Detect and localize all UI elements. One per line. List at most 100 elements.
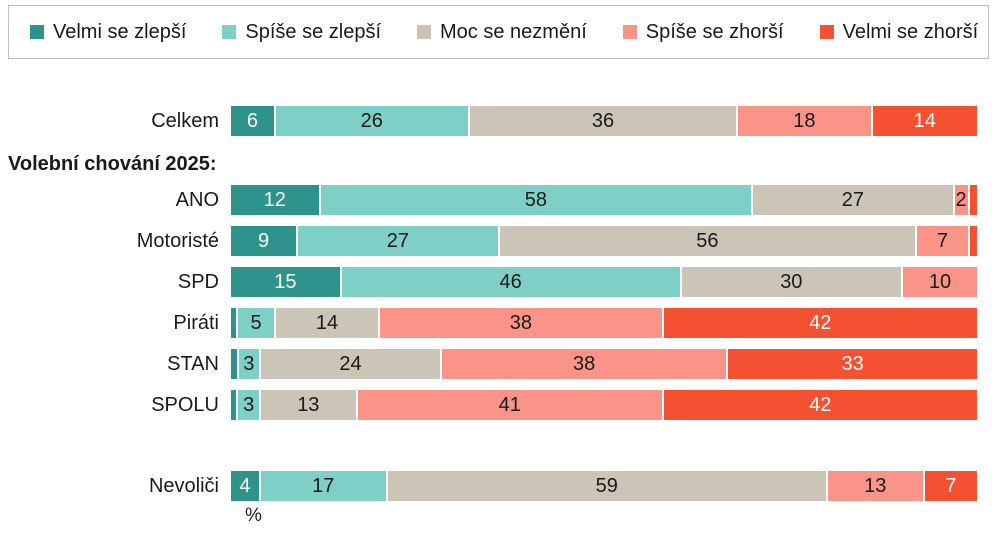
row-label: Piráti [173,311,219,334]
bar-segment: 3 [238,349,262,379]
bar-segment: 13 [827,471,925,501]
bar-segment: 42 [663,390,977,420]
bar-segment-value: 3 [243,393,255,416]
chart-row: ANO 12 58 27 2 [0,185,999,215]
legend-swatch-icon [819,25,834,39]
bar-segment: 5 [238,308,276,338]
legend-swatch-icon [622,25,637,39]
bar-segment-value: 36 [591,109,615,132]
bar-segment: 13 [260,390,358,420]
section-header-label: Volební chování 2025: [8,152,217,175]
section-header: Volební chování 2025: [0,149,999,179]
bar-segment [231,308,239,338]
bar-segment-value: 24 [339,352,362,375]
legend-item: Spíše se zlepší [222,21,381,44]
bar-segment-value: 33 [841,352,864,375]
bar-segment-value: 42 [809,393,832,416]
bar-segment-value: 17 [312,474,335,497]
bar-segment: 18 [738,106,873,136]
chart-row: STAN 3 24 38 33 [0,349,999,379]
bar-segment-value: 6 [246,109,258,132]
bar-segment-value: 27 [841,188,865,211]
row-label: SPD [177,270,219,293]
legend-swatch-icon [222,25,237,39]
bar-segment-value: 4 [239,474,251,497]
bar-track: 5 14 38 42 [231,308,977,338]
chart-row: Nevoliči 4 17 59 13 7 [0,471,999,501]
bar-segment-value: 5 [250,311,262,334]
bar-segment-value: 9 [258,229,270,252]
legend-item-label: Spíše se zhorší [645,20,784,43]
row-label: ANO [175,188,219,211]
percent-label: % [245,505,262,526]
row-label: Celkem [151,109,219,132]
bar-segment: 14 [872,106,977,136]
bar-segment: 42 [663,308,977,338]
legend-item-label: Velmi se zhorší [842,20,979,43]
bar-segment: 10 [903,267,977,297]
bar-segment: 2 [954,185,970,215]
bar-segment: 9 [231,226,299,256]
bar-segment: 14 [275,308,381,338]
bar-segment: 3 [238,390,261,420]
bar-segment-value: 13 [864,474,887,497]
bar-segment-value: 10 [928,270,952,293]
bar-segment-value: 7 [945,474,957,497]
axis-unit-row: % [0,505,999,527]
bar-segment [969,226,977,256]
row-label: Motoristé [136,229,219,252]
rows-total: Celkem 6 26 36 18 14 [0,106,999,136]
row-label: SPOLU [151,393,219,416]
bar-segment-value: 18 [793,109,816,132]
bar-segment: 59 [387,471,828,501]
bar-segment-value: 59 [595,474,618,497]
bar-segment: 38 [441,349,729,379]
legend-swatch-icon [30,25,44,39]
bar-segment-value: 46 [499,270,522,293]
chart: Celkem 6 26 36 18 14 Volební chování 2025: AN… [0,106,999,527]
bar-segment: 58 [320,185,754,215]
bar-track: 3 24 38 33 [231,349,977,379]
legend: Velmi se zlepší Spíše se zlepší Moc se nez… [8,5,989,59]
bar-segment: 30 [681,267,904,297]
bar-segment: 7 [917,226,970,256]
bar-segment-value: 58 [524,188,547,211]
bar-segment-value: 42 [809,311,832,334]
bar-segment: 27 [298,226,500,256]
bar-track: 9 27 56 7 [231,226,977,256]
bar-segment-value: 2 [955,188,967,211]
legend-item: Moc se nezmění [417,21,587,44]
bar-segment: 15 [231,267,342,297]
bar-segment-value: 41 [498,393,521,416]
bar-segment-value: 13 [297,393,320,416]
bar-segment [231,390,239,420]
rows-nonvoters: Nevoliči 4 17 59 13 7 [0,471,999,501]
bar-segment: 24 [261,349,442,379]
bar-segment: 4 [231,471,261,501]
bar-track: 3 13 41 42 [231,390,977,420]
bar-segment: 26 [275,106,470,136]
rows-parties: ANO 12 58 27 2 Motoristé 9 27 56 7 SPD 15 46 30 10 Pirá… [0,185,999,420]
bar-segment [969,185,977,215]
legend-item-label: Spíše se zlepší [245,20,382,43]
bar-segment [231,349,239,379]
row-label: Nevoliči [148,474,219,497]
bar-track: 6 26 36 18 14 [231,106,977,136]
bar-segment-value: 7 [936,229,948,252]
chart-row: Piráti 5 14 38 42 [0,308,999,338]
chart-row: SPOLU 3 13 41 42 [0,390,999,420]
legend-item: Spíše se zhorší [622,20,784,44]
legend-item-label: Velmi se zlepší [53,20,187,43]
bar-segment: 17 [260,471,388,501]
legend-swatch-icon [417,25,432,39]
bar-segment: 38 [380,308,664,338]
bar-segment: 46 [341,267,682,297]
bar-segment-value: 27 [386,229,409,252]
chart-row: Celkem 6 26 36 18 14 [0,106,999,136]
bar-segment-value: 14 [913,109,936,132]
bar-segment-value: 38 [509,311,533,334]
bar-segment: 6 [231,106,276,136]
bar-segment-value: 14 [315,311,339,334]
bar-segment: 56 [499,226,918,256]
bar-segment: 12 [231,185,321,215]
